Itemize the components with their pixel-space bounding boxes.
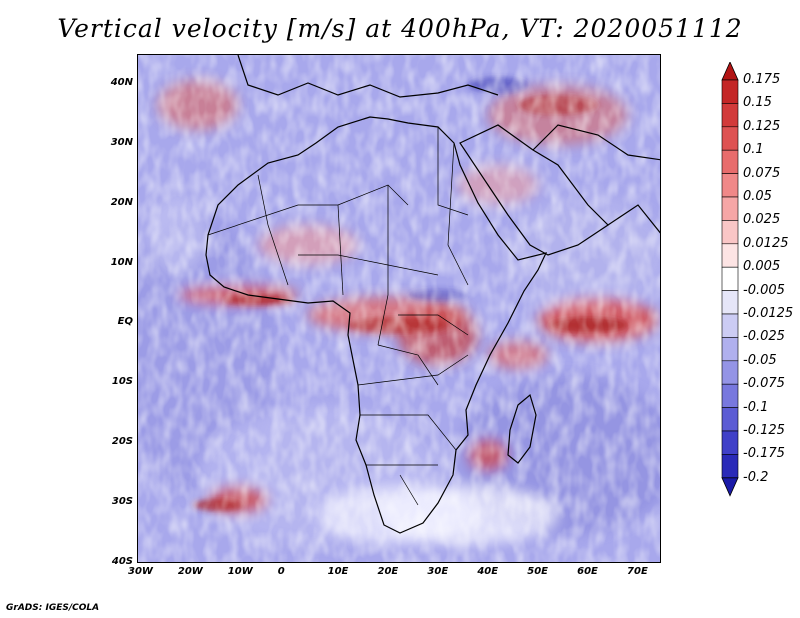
colorbar-swatch bbox=[721, 126, 739, 151]
lon-tick-label: 10W bbox=[227, 566, 253, 577]
lon-tick-label: 40E bbox=[477, 566, 499, 577]
colorbar-max-arrow bbox=[721, 61, 739, 81]
lat-tick-label: 10N bbox=[110, 256, 133, 268]
colorbar-swatches bbox=[721, 61, 739, 497]
colorbar-level-label: -0.175 bbox=[743, 446, 785, 462]
colorbar-swatch bbox=[721, 430, 739, 455]
field-texture bbox=[138, 55, 660, 562]
colorbar-swatch bbox=[721, 173, 739, 198]
colorbar-level-label: 0.025 bbox=[743, 212, 781, 228]
footer-credit: GrADS: IGES/COLA bbox=[6, 603, 100, 613]
colorbar-level-label: 0.1 bbox=[743, 142, 764, 158]
colorbar-swatch bbox=[721, 79, 739, 104]
lon-tick-label: 20E bbox=[377, 566, 399, 577]
colorbar-level-label: 0.0125 bbox=[743, 235, 789, 251]
vertical-velocity-map bbox=[138, 55, 660, 562]
lat-tick-label: EQ bbox=[117, 316, 133, 328]
lat-tick-label: 20N bbox=[110, 196, 133, 208]
colorbar-level-label: -0.0125 bbox=[743, 306, 794, 321]
colorbar-swatch bbox=[721, 266, 739, 291]
coastlines bbox=[205, 55, 660, 534]
colorbar-swatch bbox=[721, 337, 739, 362]
colorbar-level-label: -0.025 bbox=[743, 329, 785, 345]
map-plot-area bbox=[137, 54, 661, 563]
country-borders bbox=[207, 127, 469, 506]
lat-tick-label: 10S bbox=[111, 376, 133, 388]
colorbar-level-label: 0.005 bbox=[743, 259, 781, 275]
lon-tick-label: 30E bbox=[427, 566, 449, 577]
colorbar-min-arrow bbox=[721, 477, 739, 497]
lon-tick-label: 10E bbox=[327, 566, 349, 577]
chart-title: Vertical velocity [m/s] at 400hPa, VT: 2… bbox=[57, 14, 743, 43]
colorbar-swatch bbox=[721, 360, 739, 385]
colorbar-level-label: 0.05 bbox=[743, 189, 772, 204]
colorbar-level-label: 0.175 bbox=[743, 72, 781, 87]
colorbar-swatch bbox=[721, 454, 739, 479]
lon-tick-label: 30W bbox=[128, 566, 153, 577]
colorbar-level-label: 0.125 bbox=[743, 118, 781, 134]
colorbar-swatch bbox=[721, 243, 739, 268]
lat-tick-label: 20S bbox=[111, 436, 133, 448]
colorbar-level-label: -0.05 bbox=[743, 352, 777, 368]
colorbar-level-label: -0.2 bbox=[743, 469, 769, 485]
lat-tick-label: 30S bbox=[111, 496, 133, 508]
lon-tick-label: 70E bbox=[627, 566, 648, 577]
colorbar-swatch bbox=[721, 290, 739, 315]
lon-tick-label: 50E bbox=[527, 566, 548, 577]
colorbar bbox=[718, 61, 744, 556]
lon-tick-label: 0 bbox=[277, 566, 285, 577]
colorbar-level-label: 0.075 bbox=[743, 165, 781, 181]
lat-tick-label: 30N bbox=[110, 136, 133, 148]
colorbar-swatch bbox=[721, 196, 739, 221]
colorbar-swatch bbox=[721, 149, 739, 174]
colorbar-level-label: -0.005 bbox=[743, 282, 785, 298]
lon-tick-label: 20W bbox=[177, 566, 203, 577]
colorbar-swatch bbox=[721, 103, 739, 128]
colorbar-level-label: -0.125 bbox=[743, 423, 785, 438]
colorbar-swatch bbox=[721, 407, 739, 432]
lon-tick-label: 60E bbox=[577, 566, 598, 577]
colorbar-swatch bbox=[721, 220, 739, 245]
colorbar-level-label: -0.075 bbox=[743, 376, 785, 392]
colorbar-level-label: -0.1 bbox=[743, 399, 769, 415]
colorbar-swatch bbox=[721, 383, 739, 408]
colorbar-swatch bbox=[721, 313, 739, 338]
lat-tick-label: 40N bbox=[110, 76, 133, 88]
colorbar-level-label: 0.15 bbox=[743, 95, 772, 111]
lat-tick-label: 40S bbox=[111, 556, 133, 567]
